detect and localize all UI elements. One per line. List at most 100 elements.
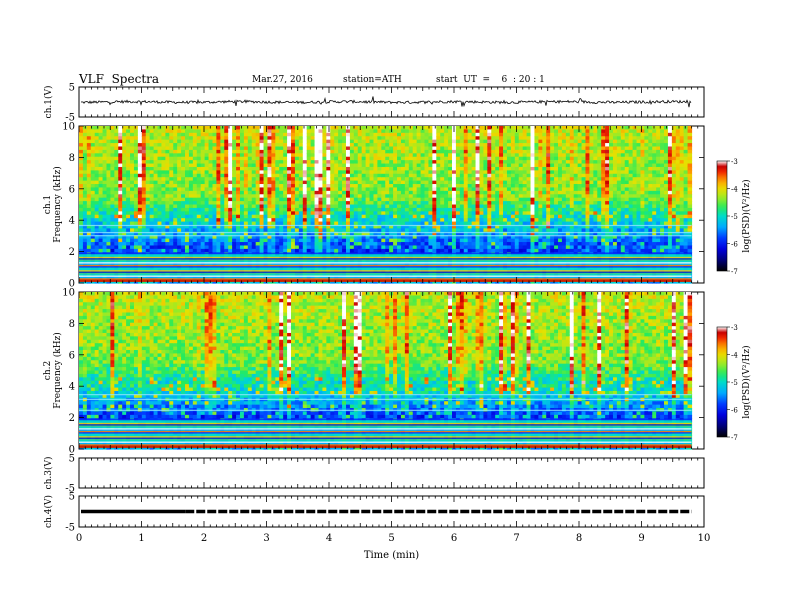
psd-cell [126, 187, 131, 192]
psd-cell [149, 177, 155, 182]
psd-cell [448, 136, 453, 141]
psd-cell [232, 184, 237, 189]
psd-cell [90, 149, 96, 154]
psd-cell [318, 201, 324, 206]
psd-cell [287, 146, 292, 151]
psd-cell [130, 207, 135, 212]
psd-cell [86, 228, 92, 233]
psd-cell [322, 197, 327, 202]
psd-cell [463, 146, 469, 151]
psd-cell [114, 146, 119, 151]
psd-cell [322, 139, 327, 144]
psd-cell [255, 218, 261, 223]
psd-cell [287, 129, 292, 134]
psd-cell [322, 204, 327, 209]
psd-cell [200, 231, 206, 236]
psd-cell [157, 221, 163, 226]
psd-cell [440, 190, 445, 195]
psd-cell [137, 197, 143, 202]
psd-cell [345, 201, 351, 206]
psd-cell [326, 149, 331, 154]
psd-cell [173, 139, 178, 144]
psd-cell [444, 163, 449, 168]
psd-cell [393, 143, 398, 148]
psd-cell [188, 248, 194, 253]
psd-cell [471, 190, 477, 195]
psd-cell [153, 214, 159, 219]
psd-cell [369, 156, 375, 161]
psd-cell [188, 187, 194, 192]
psd-cell [114, 221, 119, 226]
psd-cell [145, 129, 151, 134]
psd-cell [118, 184, 123, 189]
psd-cell [412, 194, 418, 199]
psd-cell [279, 170, 284, 175]
psd-cell [459, 235, 465, 240]
psd-cell [185, 238, 190, 243]
psd-cell [444, 242, 449, 247]
psd-cell [145, 156, 151, 161]
psd-cell [275, 146, 280, 151]
psd-cell [216, 248, 221, 253]
psd-cell [353, 245, 359, 250]
psd-cell [169, 160, 174, 165]
psd-cell [157, 224, 163, 229]
psd-cell [259, 201, 265, 206]
psd-cell [259, 245, 265, 250]
psd-cell [400, 160, 406, 165]
psd-cell [243, 245, 249, 250]
psd-cell [291, 149, 296, 154]
psd-cell [153, 126, 159, 131]
psd-cell [98, 143, 104, 148]
psd-cell [267, 224, 272, 229]
psd-cell [165, 170, 170, 175]
psd-cell [377, 156, 382, 161]
psd-cell [239, 136, 245, 141]
psd-cell [298, 214, 304, 219]
psd-cell [82, 180, 88, 185]
psd-cell [338, 136, 343, 141]
psd-cell [381, 204, 386, 209]
psd-cell [239, 204, 245, 209]
psd-cell [200, 126, 206, 131]
psd-cell [173, 235, 178, 240]
psd-cell [302, 248, 308, 253]
psd-cell [141, 211, 147, 216]
psd-cell [102, 207, 108, 212]
psd-cell [188, 228, 194, 233]
psd-cell [361, 129, 367, 134]
psd-cell [302, 197, 308, 202]
psd-cell [212, 242, 218, 247]
psd-cell [130, 170, 135, 175]
psd-cell [475, 248, 481, 253]
psd-cell [416, 143, 422, 148]
psd-cell [377, 132, 382, 137]
psd-cell [294, 126, 300, 131]
psd-cell [247, 224, 253, 229]
psd-cell [239, 132, 245, 137]
psd-cell [106, 146, 112, 151]
psd-cell [326, 224, 331, 229]
psd-cell [361, 248, 367, 253]
psd-cell [342, 129, 347, 134]
psd-cell [369, 149, 375, 154]
psd-cell [98, 242, 104, 247]
psd-cell [436, 180, 441, 185]
psd-cell [165, 218, 170, 223]
psd-cell [361, 149, 367, 154]
psd-cell [373, 201, 378, 206]
psd-cell [263, 218, 269, 223]
psd-cell [196, 238, 202, 243]
psd-cell [302, 214, 308, 219]
psd-cell [349, 201, 355, 206]
psd-cell [440, 194, 445, 199]
psd-cell [342, 180, 347, 185]
psd-cell [318, 170, 324, 175]
psd-cell [400, 180, 406, 185]
psd-cell [239, 245, 245, 250]
psd-cell [459, 166, 465, 171]
psd-cell [204, 238, 210, 243]
psd-cell [98, 224, 104, 229]
psd-cell [130, 184, 135, 189]
psd-cell [408, 136, 414, 141]
